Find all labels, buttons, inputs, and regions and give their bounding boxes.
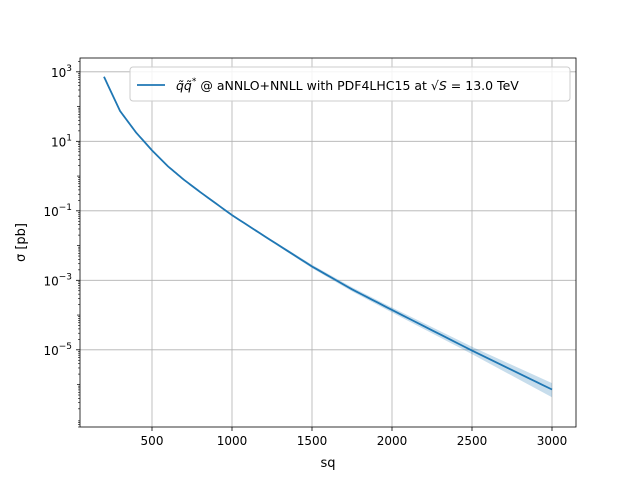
x-tick-label: 3000	[537, 434, 568, 448]
legend-entry: q̃q̃* @ aNNLO+NNLL with PDF4LHC15 at √S …	[176, 77, 519, 93]
y-tick-label: 101	[51, 133, 72, 149]
y-axis-ticks: 103 101 10−1 10−3 10−5	[43, 61, 80, 428]
legend-sqrt: √	[431, 78, 439, 93]
legend: q̃q̃* @ aNNLO+NNLL with PDF4LHC15 at √S …	[129, 66, 571, 102]
x-tick-label: 2000	[377, 434, 408, 448]
y-tick-label: 10−5	[43, 342, 72, 358]
legend-sqrt-s: S	[439, 78, 447, 93]
y-tick-label: 103	[51, 64, 72, 80]
x-tick-label: 1500	[297, 434, 328, 448]
x-tick-label: 500	[141, 434, 164, 448]
legend-symbol: q̃q̃	[176, 78, 192, 93]
y-tick-label: 10−3	[43, 272, 72, 288]
legend-box	[129, 66, 571, 102]
legend-symbol-sup: *	[192, 77, 197, 87]
grid	[80, 58, 576, 427]
x-axis-label: sq	[320, 456, 335, 471]
x-tick-label: 2500	[457, 434, 488, 448]
uncertainty-band	[104, 76, 552, 398]
legend-tail: = 13.0 TeV	[447, 78, 519, 93]
legend-middle: @ aNNLO+NNLL with PDF4LHC15 at	[196, 78, 431, 93]
uncertainty-band-layer	[104, 76, 552, 398]
y-tick-label: 10−1	[43, 203, 72, 219]
series-line	[103, 76, 553, 391]
x-tick-label: 1000	[217, 434, 248, 448]
plot-frame	[79, 57, 577, 428]
y-axis-label: σ [pb]	[14, 223, 29, 262]
series-line-layer	[103, 76, 553, 391]
x-axis-ticks: 500 1000 1500 2000 2500 3000	[141, 427, 568, 448]
